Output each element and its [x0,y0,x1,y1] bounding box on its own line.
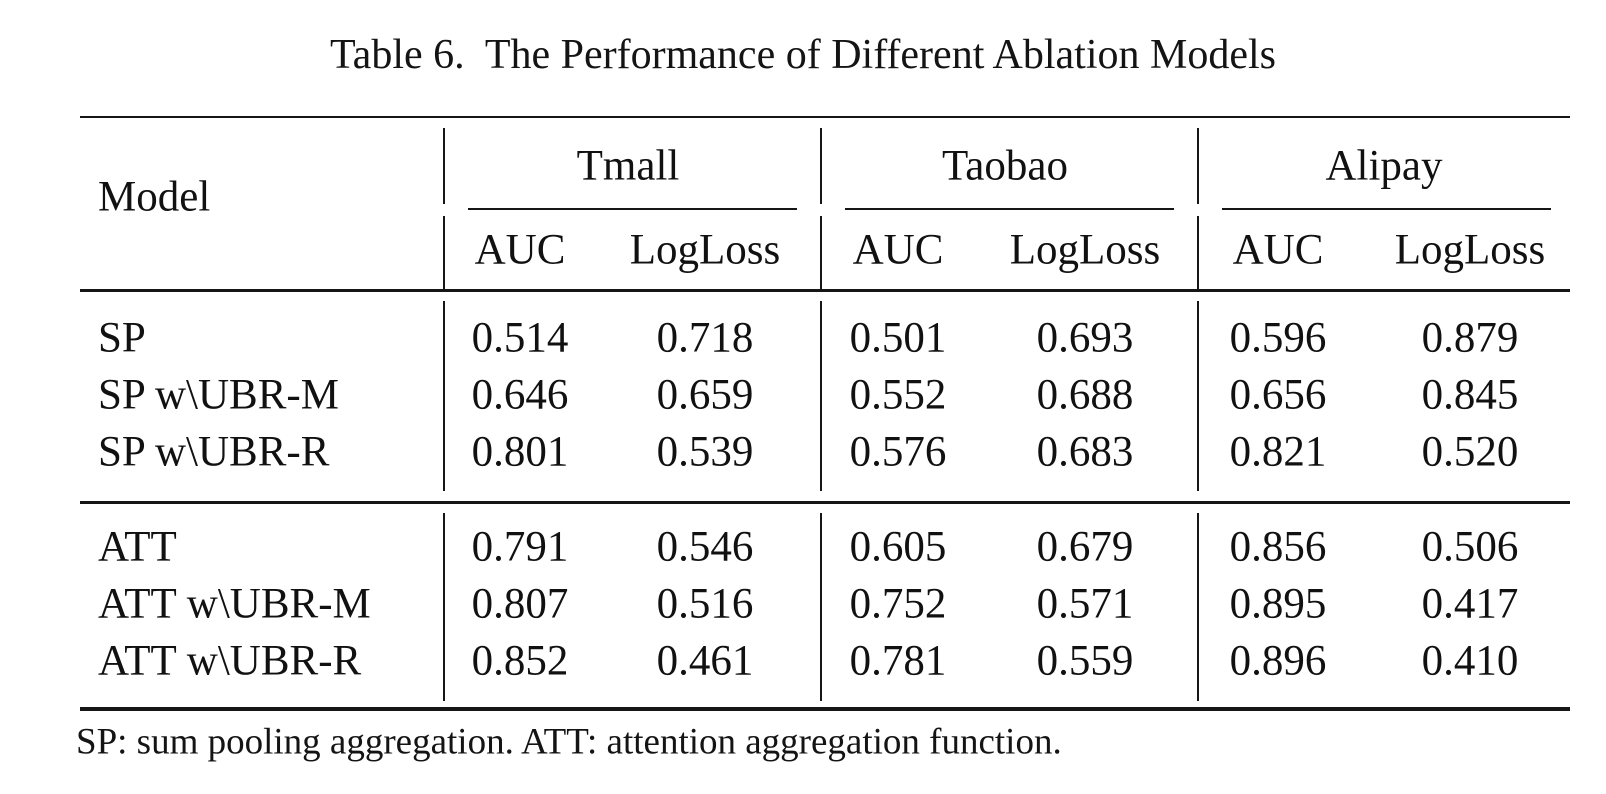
table-cell: 0.781 [849,637,947,685]
column-divider [820,128,822,204]
table-cell: 0.539 [656,428,754,476]
table-cell: 0.718 [656,314,754,362]
subheader-logloss-tmall: LogLoss [629,226,781,274]
rule-header-bottom [80,289,1570,292]
table-cell: 0.752 [849,580,947,628]
table-caption: Table 6. The Performance of Different Ab… [329,32,1277,78]
table-cell: 0.552 [849,371,947,419]
table-cell: 0.683 [1036,428,1134,476]
table-cell: 0.514 [471,314,569,362]
rule-top [80,116,1570,118]
column-divider [1197,216,1199,289]
group-header-alipay: Alipay [1325,142,1443,190]
cmidrule-tmall [468,208,797,210]
table-cell: 0.856 [1229,523,1327,571]
subheader-auc-taobao: AUC [852,226,944,274]
column-divider [1197,128,1199,204]
table-cell: 0.659 [656,371,754,419]
table-cell: 0.571 [1036,580,1134,628]
table-footnote: SP: sum pooling aggregation. ATT: attent… [76,721,1062,763]
subheader-logloss-alipay: LogLoss [1394,226,1546,274]
subheader-auc-tmall: AUC [474,226,566,274]
row-label: SP w\UBR-M [98,371,339,419]
column-divider [820,301,822,491]
table-cell: 0.605 [849,523,947,571]
table-cell: 0.520 [1421,428,1519,476]
table-cell: 0.516 [656,580,754,628]
table-cell: 0.596 [1229,314,1327,362]
row-label: SP w\UBR-R [98,428,330,476]
table-cell: 0.845 [1421,371,1519,419]
table-cell: 0.576 [849,428,947,476]
rule-group-separator [80,501,1570,504]
table-cell: 0.461 [656,637,754,685]
table-cell: 0.417 [1421,580,1519,628]
table-cell: 0.791 [471,523,569,571]
table-cell: 0.410 [1421,637,1519,685]
column-divider [443,128,445,204]
column-divider [820,216,822,289]
column-divider [443,513,445,701]
column-divider [1197,513,1199,701]
header-model: Model [98,173,211,221]
table-cell: 0.852 [471,637,569,685]
group-header-taobao: Taobao [942,142,1068,190]
cmidrule-taobao [845,208,1174,210]
table-cell: 0.895 [1229,580,1327,628]
table-cell: 0.546 [656,523,754,571]
row-label: ATT [98,523,177,571]
column-divider [820,513,822,701]
table-cell: 0.646 [471,371,569,419]
table-cell: 0.559 [1036,637,1134,685]
table-cell: 0.679 [1036,523,1134,571]
table-cell: 0.821 [1229,428,1327,476]
row-label: ATT w\UBR-M [98,580,371,628]
table-cell: 0.807 [471,580,569,628]
rule-bottom [80,707,1570,711]
subheader-logloss-taobao: LogLoss [1009,226,1161,274]
subheader-auc-alipay: AUC [1232,226,1324,274]
row-label: ATT w\UBR-R [98,637,362,685]
table-cell: 0.801 [471,428,569,476]
table-cell: 0.693 [1036,314,1134,362]
table-cell: 0.896 [1229,637,1327,685]
group-header-tmall: Tmall [576,142,680,190]
table-cell: 0.688 [1036,371,1134,419]
table-cell: 0.879 [1421,314,1519,362]
table-cell: 0.656 [1229,371,1327,419]
cmidrule-alipay [1222,208,1551,210]
column-divider [1197,301,1199,491]
column-divider [443,301,445,491]
column-divider [443,216,445,289]
row-label: SP [98,314,146,362]
table-cell: 0.501 [849,314,947,362]
table-cell: 0.506 [1421,523,1519,571]
